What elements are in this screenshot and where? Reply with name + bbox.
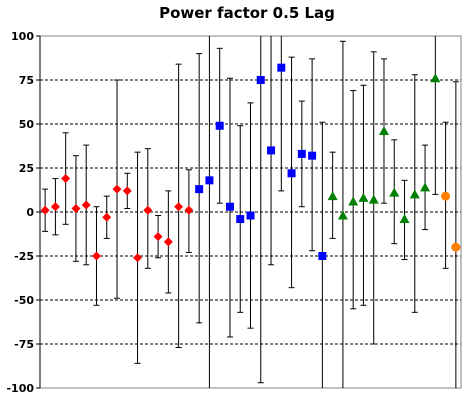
- data-point-square: [287, 169, 296, 178]
- data-point-triangle: [409, 189, 420, 199]
- data-point-diamond: [71, 203, 81, 213]
- y-tick-label: -25: [14, 250, 34, 263]
- data-point-diamond: [81, 200, 91, 210]
- data-markers: [40, 63, 461, 263]
- data-point-diamond: [133, 253, 143, 263]
- data-point-square: [267, 146, 276, 155]
- data-point-diamond: [163, 237, 173, 247]
- y-tick-label: 100: [11, 30, 34, 43]
- data-point-triangle: [378, 126, 389, 136]
- data-point-square: [195, 185, 204, 194]
- y-tick-label: 75: [19, 74, 34, 87]
- data-point-square: [308, 151, 317, 160]
- y-tick-label: 25: [19, 162, 34, 175]
- data-point-circle: [451, 242, 461, 252]
- data-point-diamond: [50, 202, 60, 212]
- y-tick-label: 50: [19, 118, 35, 131]
- data-point-diamond: [40, 205, 50, 215]
- data-point-triangle: [389, 187, 400, 197]
- data-point-triangle: [368, 194, 379, 204]
- data-point-square: [205, 176, 214, 185]
- data-point-square: [277, 63, 286, 72]
- data-point-triangle: [327, 191, 338, 201]
- data-point-triangle: [430, 73, 441, 83]
- data-point-triangle: [348, 196, 359, 206]
- chart-title: Power factor 0.5 Lag: [159, 4, 335, 22]
- data-point-square: [215, 121, 224, 130]
- data-point-diamond: [122, 186, 132, 196]
- data-point-square: [225, 202, 234, 211]
- data-point-square: [297, 149, 306, 158]
- y-tick-label: 0: [26, 206, 34, 219]
- data-point-diamond: [91, 251, 101, 261]
- data-point-triangle: [337, 210, 348, 220]
- data-point-diamond: [112, 184, 122, 194]
- data-point-diamond: [102, 212, 112, 222]
- data-point-diamond: [61, 174, 71, 184]
- data-point-circle: [441, 191, 451, 201]
- data-point-diamond: [184, 205, 194, 215]
- data-point-triangle: [420, 182, 431, 192]
- data-point-triangle: [358, 192, 369, 202]
- data-point-square: [256, 76, 265, 84]
- data-point-square: [318, 252, 327, 260]
- y-tick-label: -100: [6, 382, 34, 395]
- y-tick-label: -75: [14, 338, 34, 351]
- data-point-diamond: [174, 202, 184, 212]
- data-point-diamond: [153, 232, 163, 242]
- data-point-square: [246, 211, 255, 220]
- y-tick-label: -50: [14, 294, 34, 307]
- data-point-diamond: [143, 205, 153, 215]
- data-point-triangle: [399, 214, 410, 224]
- data-point-square: [236, 215, 245, 224]
- y-tick-labels: 100 75 50 25 0 -25 -50 -75 -100: [6, 30, 40, 395]
